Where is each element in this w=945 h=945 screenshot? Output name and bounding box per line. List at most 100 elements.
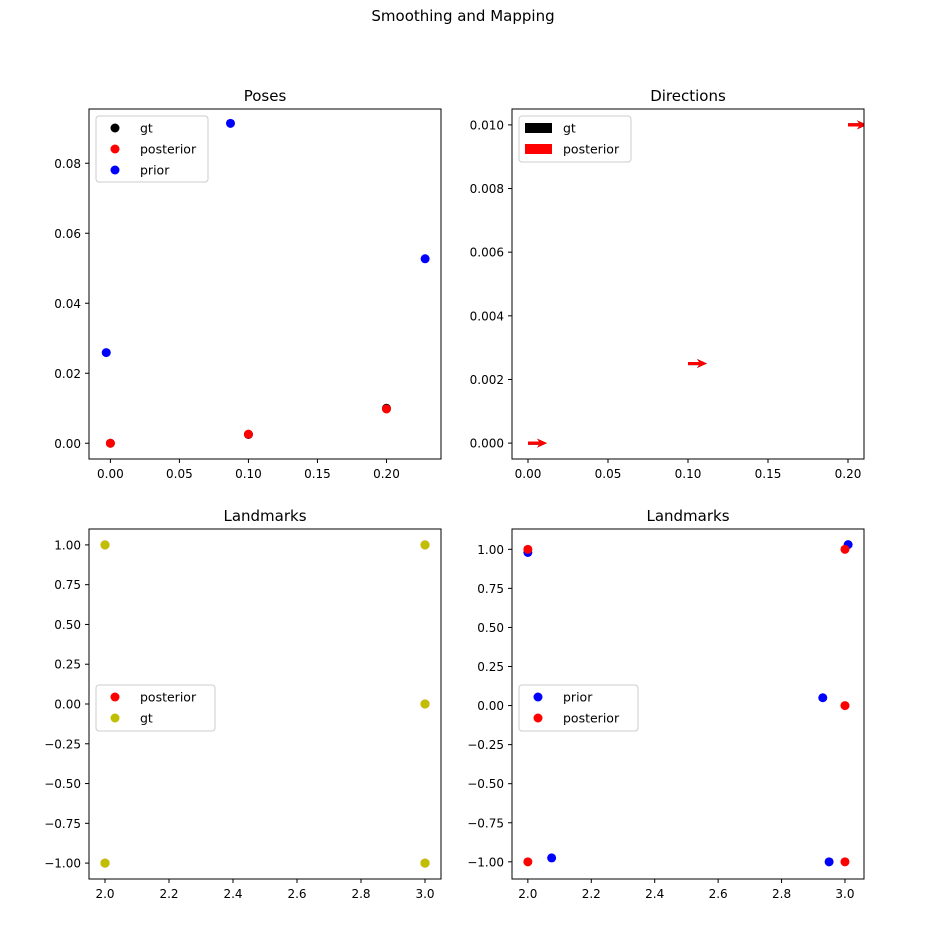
- point-posterior: [840, 701, 850, 711]
- point-posterior: [105, 438, 115, 448]
- point-gt: [100, 540, 110, 550]
- x-tick-label: 0.05: [166, 467, 193, 481]
- y-tick-label: 0.06: [54, 227, 81, 241]
- axes-frame: [88, 108, 442, 460]
- plot-data: [100, 540, 430, 868]
- y-tick-label: 1.00: [477, 543, 504, 557]
- point-posterior: [840, 857, 850, 867]
- legend: gt posterior prior: [95, 115, 209, 183]
- x-tick-label: 2.6: [287, 887, 306, 901]
- legend-label-gt: gt: [140, 711, 153, 726]
- x-tick-label: 3.0: [835, 887, 854, 901]
- legend-marker-posterior: [110, 144, 120, 154]
- y-tick-label: 0.00: [54, 437, 81, 451]
- x-tick-label: 2.8: [351, 887, 370, 901]
- legend-marker-gt: [110, 713, 120, 723]
- point-posterior: [381, 404, 391, 414]
- subplot-1: Poses 0.00 0.05 0.10 0.15 0.20 0.00 0.02 0.04 0.0…: [54, 87, 442, 481]
- x-tick-label: 0.20: [835, 467, 862, 481]
- y-tick-label: 0.08: [54, 157, 81, 171]
- point-posterior: [840, 544, 850, 554]
- figure-suptitle: Smoothing and Mapping: [371, 7, 554, 25]
- y-tick-label: 0.50: [54, 618, 81, 632]
- x-tick-label: 0.20: [373, 467, 400, 481]
- legend-marker-prior: [533, 692, 543, 702]
- x-tick-label: 3.0: [415, 887, 434, 901]
- point-posterior: [243, 429, 253, 439]
- legend-marker-gt: [110, 123, 120, 133]
- x-tick-label: 0.10: [235, 467, 262, 481]
- legend-box: [95, 684, 216, 732]
- arrow-posterior: [848, 120, 864, 130]
- y-tick-label: 0.004: [470, 309, 504, 323]
- x-tick-label: 0.15: [755, 467, 782, 481]
- legend-marker-posterior: [525, 144, 552, 154]
- legend-label-prior: prior: [563, 690, 593, 705]
- legend: gt posterior: [518, 115, 632, 163]
- y-tick-label: 1.00: [54, 538, 81, 552]
- point-gt: [420, 858, 430, 868]
- arrow-posterior: [688, 359, 707, 369]
- y-tick-label: −1.00: [467, 855, 504, 869]
- y-tick-label: 0.25: [54, 658, 81, 672]
- y-tick-label: 0.75: [477, 582, 504, 596]
- y-tick-label: −0.75: [467, 816, 504, 830]
- subplot-3: Landmarks 2.0 2.2 2.4 2.6 2.8 3.0 −1.00 −0.75 −0.…: [44, 507, 442, 901]
- y-tick-label: 0.002: [470, 373, 504, 387]
- y-tick-label: −0.25: [44, 737, 81, 751]
- y-tick-label: −0.50: [467, 777, 504, 791]
- subplot-title: Landmarks: [646, 507, 729, 525]
- x-tick-label: 2.4: [645, 887, 664, 901]
- subplot-title: Landmarks: [223, 507, 306, 525]
- point-gt: [420, 540, 430, 550]
- point-posterior: [523, 544, 533, 554]
- point-prior: [824, 857, 834, 867]
- point-prior: [818, 693, 828, 703]
- plot-data: [523, 540, 853, 867]
- y-tick-label: 0.00: [54, 698, 81, 712]
- legend: posterior gt: [95, 684, 216, 732]
- y-tick-label: 0.00: [477, 699, 504, 713]
- subplot-title: Poses: [244, 87, 287, 105]
- legend-label-gt: gt: [140, 121, 153, 136]
- legend-marker-posterior: [533, 713, 543, 723]
- x-tick-label: 2.8: [772, 887, 791, 901]
- x-tick-label: 2.2: [159, 887, 178, 901]
- point-posterior: [523, 857, 533, 867]
- x-tick-label: 0.05: [595, 467, 622, 481]
- x-tick-label: 0.00: [97, 467, 124, 481]
- x-tick-label: 0.00: [515, 467, 542, 481]
- subplot-title: Directions: [650, 87, 726, 105]
- x-tick-label: 0.10: [675, 467, 702, 481]
- legend: prior posterior: [518, 684, 639, 732]
- y-tick-label: 0.008: [470, 182, 504, 196]
- point-prior: [225, 118, 235, 128]
- x-tick-label: 0.15: [304, 467, 331, 481]
- legend-marker-gt: [525, 123, 552, 133]
- legend-label-gt: gt: [563, 121, 576, 136]
- x-tick-label: 2.6: [709, 887, 728, 901]
- x-tick-label: 2.0: [95, 887, 114, 901]
- point-prior: [420, 254, 430, 264]
- axes-frame: [511, 108, 865, 460]
- y-tick-label: 0.02: [54, 367, 81, 381]
- legend-label-posterior: posterior: [140, 142, 197, 157]
- point-prior: [547, 853, 557, 863]
- y-tick-label: −0.75: [44, 817, 81, 831]
- legend-box: [518, 684, 639, 732]
- subplot-4: Landmarks 2.0 2.2 2.4 2.6 2.8 3.0 −1.00 −0.75 −0.…: [467, 507, 865, 901]
- point-gt: [420, 699, 430, 709]
- point-prior: [101, 348, 111, 358]
- y-tick-label: 0.000: [470, 437, 504, 451]
- axes-frame: [88, 528, 442, 880]
- y-tick-label: 0.75: [54, 578, 81, 592]
- y-tick-label: −0.50: [44, 777, 81, 791]
- x-tick-label: 2.2: [582, 887, 601, 901]
- legend-box: [95, 115, 209, 183]
- y-tick-label: 0.006: [470, 246, 504, 260]
- y-tick-label: 0.25: [477, 660, 504, 674]
- legend-label-posterior: posterior: [140, 690, 197, 705]
- x-tick-label: 2.0: [518, 887, 537, 901]
- point-gt: [100, 858, 110, 868]
